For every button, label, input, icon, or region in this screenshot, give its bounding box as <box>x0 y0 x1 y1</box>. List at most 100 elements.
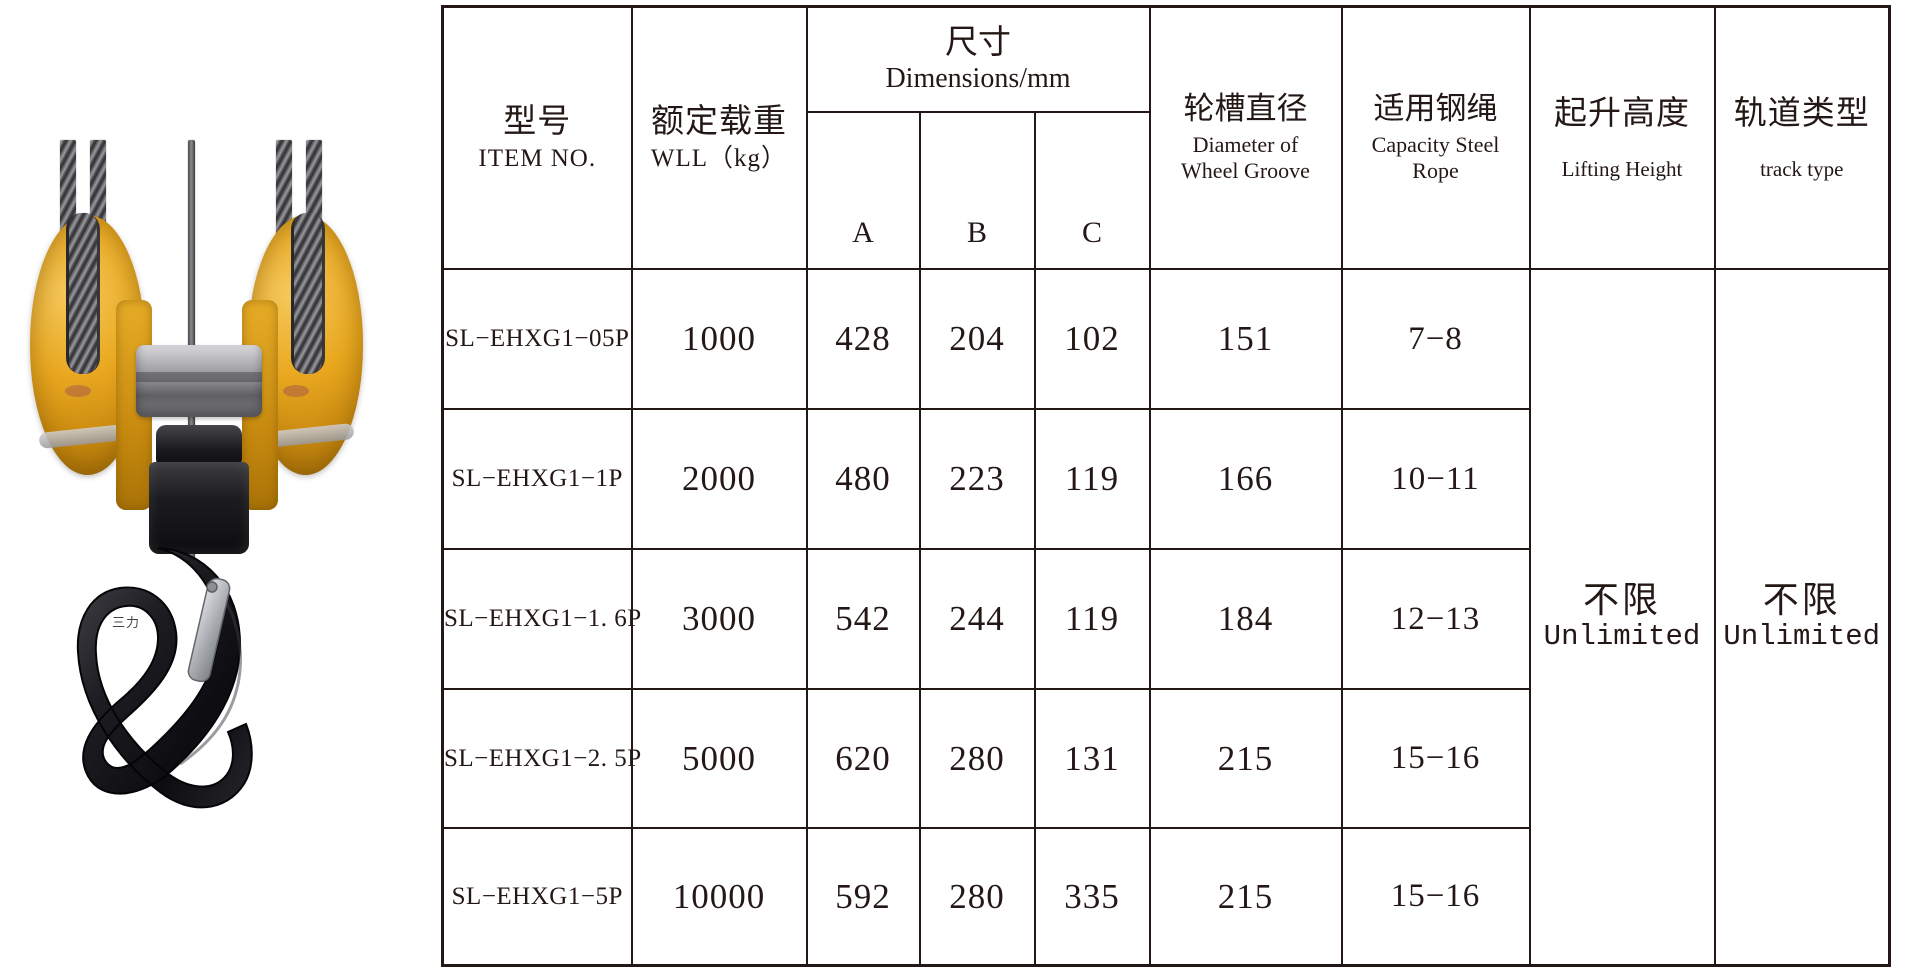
dim-c-value: 102 <box>1064 319 1120 359</box>
header-steel-rope-en-2: Rope <box>1412 158 1459 184</box>
cell-dim-a: 620 <box>805 688 921 829</box>
header-wheel-groove-cn: 轮槽直径 <box>1183 91 1308 128</box>
lifting-hook: 三力 <box>40 540 300 840</box>
header-lifting-height-en: Lifting Height <box>1561 156 1683 181</box>
cell-wll: 5000 <box>630 688 808 829</box>
header-dimensions-en: Dimensions/mm <box>885 63 1071 95</box>
dim-c-value: 131 <box>1064 738 1120 778</box>
hook-shank <box>149 462 249 554</box>
header-wheel-groove: 轮槽直径 Diameter of Wheel Groove <box>1148 5 1343 270</box>
cell-dim-a: 428 <box>805 268 921 410</box>
steel-rope-value: 15−16 <box>1390 878 1481 915</box>
cell-steel-rope: 10−11 <box>1340 408 1531 550</box>
header-lifting-height: 起升高度 Lifting Height <box>1528 5 1716 270</box>
table-header-row-2: A B C <box>443 111 1890 270</box>
cell-wheel-groove: 184 <box>1148 548 1343 690</box>
header-dim-b: B <box>918 111 1036 270</box>
header-dim-a-label: A <box>852 216 874 250</box>
item-no-value: SL−EHXG1−05P <box>445 325 630 352</box>
cell-dim-c: 131 <box>1033 688 1151 829</box>
rope-in-groove <box>293 213 322 375</box>
dim-a-value: 620 <box>835 738 891 778</box>
wheel-groove-value: 215 <box>1217 876 1274 916</box>
cell-wheel-groove: 151 <box>1148 268 1343 410</box>
table-row: SL−EHXG1−2. 5P 5000 620 280 131 215 15−1… <box>441 688 1890 829</box>
table-row: SL−EHXG1−1. 6P 3000 542 244 119 184 12−1… <box>441 548 1890 690</box>
cell-steel-rope: 15−16 <box>1340 688 1531 829</box>
cell-dim-a: 592 <box>805 827 921 967</box>
cell-dim-c: 119 <box>1033 408 1151 550</box>
wheel-groove-value: 166 <box>1217 459 1274 499</box>
header-wll-en: WLL（kg） <box>650 145 788 173</box>
cell-steel-rope: 7−8 <box>1340 268 1531 410</box>
cell-dim-a: 480 <box>805 408 921 550</box>
header-steel-rope-en-1: Capacity Steel <box>1371 131 1500 157</box>
table-row: SL−EHXG1−1P 2000 480 223 119 166 10−11 <box>441 408 1890 550</box>
cell-dim-a: 542 <box>805 548 921 690</box>
dim-b-value: 223 <box>949 459 1005 499</box>
product-image: 三力 <box>0 0 420 967</box>
wheel-groove-value: 151 <box>1217 319 1274 359</box>
dim-a-value: 542 <box>835 599 891 639</box>
cell-dim-b: 223 <box>918 408 1036 550</box>
header-steel-rope: 适用钢绳 Capacity Steel Rope <box>1340 5 1531 270</box>
dim-b-value: 204 <box>949 319 1005 359</box>
header-lifting-height-cn: 起升高度 <box>1554 92 1690 132</box>
rope-groove <box>290 213 325 375</box>
wll-value: 5000 <box>682 738 756 778</box>
header-dim-b-label: B <box>966 216 987 250</box>
track-type-value-en: Unlimited <box>1723 619 1881 653</box>
paint-chip <box>64 385 91 397</box>
header-steel-rope-cn: 适用钢绳 <box>1373 91 1498 128</box>
safety-latch <box>187 577 231 683</box>
cell-dim-b: 244 <box>918 548 1036 690</box>
table-header-row-1: 型号 ITEM NO. 额定载重 WLL（kg） 尺寸 Dimensions/m… <box>441 5 1891 270</box>
wll-value: 2000 <box>682 459 756 499</box>
cell-dim-c: 335 <box>1033 827 1151 967</box>
header-dim-a: A <box>805 111 921 270</box>
header-dimensions: 尺寸 Dimensions/mm <box>805 5 1151 113</box>
specification-table: 型号 ITEM NO. 额定载重 WLL（kg） 尺寸 Dimensions/m… <box>441 5 1891 967</box>
dim-b-value: 280 <box>949 738 1005 778</box>
steel-rope-value: 15−16 <box>1390 740 1481 777</box>
header-wheel-groove-en-1: Diameter of <box>1192 131 1299 157</box>
cell-wheel-groove: 215 <box>1148 827 1343 967</box>
item-no-value: SL−EHXG1−1P <box>451 465 623 492</box>
header-wheel-groove-en-2: Wheel Groove <box>1181 158 1310 184</box>
wll-value: 3000 <box>682 599 756 639</box>
dim-c-value: 119 <box>1064 459 1120 499</box>
cell-item-no: SL−EHXG1−5P <box>441 827 633 967</box>
header-item-no: 型号 ITEM NO. <box>441 5 633 270</box>
header-wll-cn: 额定载重 <box>651 100 787 140</box>
wll-value: 10000 <box>672 876 766 916</box>
cell-lifting-height-merged: 不限 Unlimited <box>1528 268 1716 967</box>
cell-dim-c: 102 <box>1033 268 1151 410</box>
lifting-height-value-cn: 不限 <box>1582 579 1661 621</box>
paint-chip <box>282 385 309 397</box>
cell-wll: 2000 <box>630 408 808 550</box>
latch-rivet <box>206 581 218 593</box>
lifting-height-value-en: Unlimited <box>1543 619 1701 653</box>
header-wll: 额定载重 WLL（kg） <box>630 5 808 270</box>
cell-wheel-groove: 215 <box>1148 688 1343 829</box>
item-no-value: SL−EHXG1−1. 6P <box>444 605 642 632</box>
dim-b-value: 244 <box>949 599 1005 639</box>
wheel-groove-value: 215 <box>1217 738 1274 778</box>
header-item-no-en: ITEM NO. <box>478 145 597 173</box>
steel-rope-value: 10−11 <box>1391 460 1480 497</box>
dim-c-value: 119 <box>1064 599 1120 639</box>
wll-value: 1000 <box>682 319 756 359</box>
item-no-value: SL−EHXG1−5P <box>451 882 623 910</box>
header-dim-c: C <box>1033 111 1151 270</box>
cell-dim-c: 119 <box>1033 548 1151 690</box>
cell-wll: 3000 <box>630 548 808 690</box>
steel-rope-value: 7−8 <box>1408 320 1463 357</box>
cell-steel-rope: 12−13 <box>1340 548 1531 690</box>
hook-collar <box>156 425 242 469</box>
cell-wll: 10000 <box>630 827 808 967</box>
axle-shaft <box>136 345 262 417</box>
header-dimensions-cn: 尺寸 <box>945 22 1011 62</box>
item-no-value: SL−EHXG1−2. 5P <box>444 744 642 772</box>
dim-a-value: 480 <box>835 459 891 499</box>
